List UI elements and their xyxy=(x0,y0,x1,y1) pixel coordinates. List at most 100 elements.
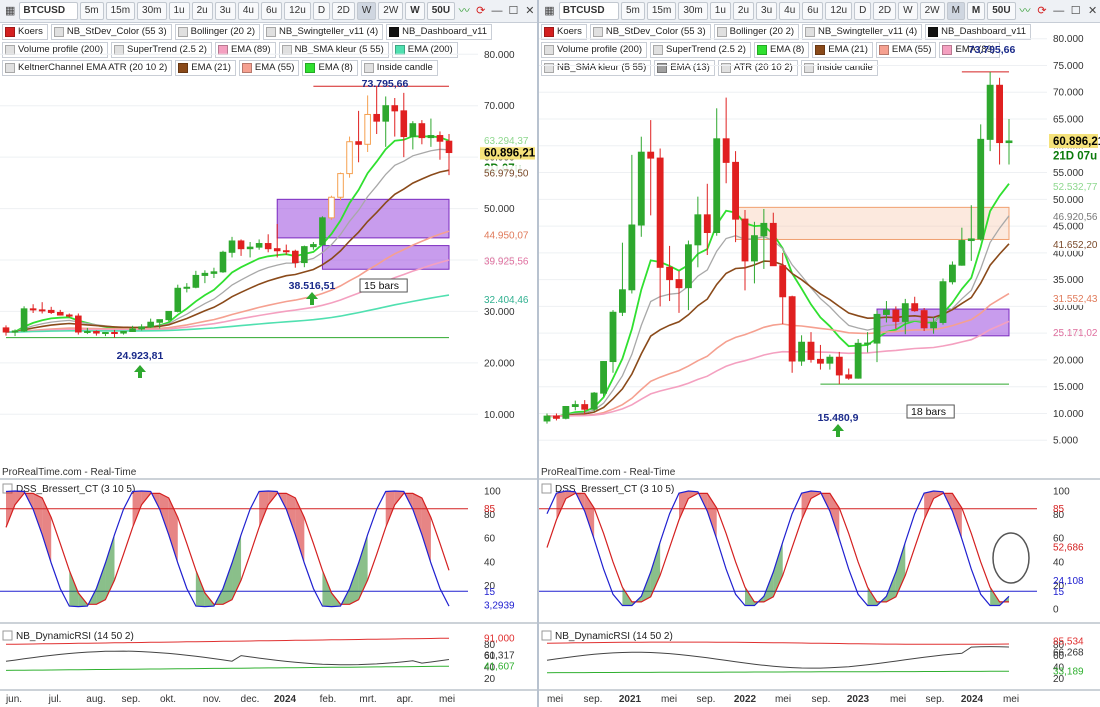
interval-button-6u[interactable]: 6u xyxy=(261,2,283,20)
interval-button-2W[interactable]: 2W xyxy=(378,2,404,20)
interval-button-2W[interactable]: 2W xyxy=(919,2,945,20)
right-timeframe-select[interactable]: M xyxy=(966,2,986,20)
candle-body xyxy=(346,141,353,175)
right-symbol-field[interactable]: BTCUSD xyxy=(558,2,619,20)
interval-button-M[interactable]: M xyxy=(946,2,965,20)
candle-body xyxy=(228,240,236,253)
x-axis-label: 2021 xyxy=(619,694,642,705)
dss-fill-area xyxy=(33,493,43,535)
interval-button-3u[interactable]: 3u xyxy=(756,2,778,20)
candle-body xyxy=(183,286,191,289)
chart-style-icon[interactable]: 〰 xyxy=(458,5,470,17)
indicator-chip[interactable]: Inside candle xyxy=(800,60,878,76)
left-bars-select[interactable]: 50U xyxy=(426,2,456,20)
price-axis-label: 20.000 xyxy=(1053,355,1084,366)
right-chart-plot[interactable]: 80.00075.00070.00065.00060.00055.00050.0… xyxy=(539,0,1100,707)
interval-button-2D[interactable]: 2D xyxy=(873,2,897,20)
dss-fill-area xyxy=(358,534,368,600)
indicator-chip[interactable]: NB_StDev_Color (55 3) xyxy=(589,24,711,40)
interval-button-1u[interactable]: 1u xyxy=(168,2,190,20)
price-annotation: 73.795,66 xyxy=(362,78,409,90)
interval-button-12u[interactable]: 12u xyxy=(825,2,853,20)
rsi-axis-label: 20 xyxy=(1053,674,1065,685)
interval-button-30m[interactable]: 30m xyxy=(678,2,708,20)
rsi-value-tag: 41,607 xyxy=(484,662,515,673)
interval-button-2u[interactable]: 2u xyxy=(732,2,755,20)
interval-button-5m[interactable]: 5m xyxy=(620,2,645,20)
interval-button-W[interactable]: W xyxy=(898,2,918,20)
maximize-icon[interactable]: ☐ xyxy=(1070,5,1081,17)
rsi-lower-band xyxy=(546,670,1009,674)
indicator-chip[interactable]: SuperTrend (2.5 2) xyxy=(650,42,751,58)
interval-button-1u[interactable]: 1u xyxy=(709,2,731,20)
interval-button-2D[interactable]: 2D xyxy=(332,2,355,20)
interval-button-5m[interactable]: 5m xyxy=(79,2,104,20)
indicator-color-swatch xyxy=(805,27,816,37)
window-separator[interactable] xyxy=(537,0,539,707)
indicator-chip[interactable]: EMA (89) xyxy=(939,42,1001,58)
indicator-chip[interactable]: EMA (8) xyxy=(753,42,810,58)
indicator-chip[interactable]: KeltnerChannel EMA ATR (20 10 2) xyxy=(2,60,173,76)
interval-button-3u[interactable]: 3u xyxy=(214,2,236,20)
candle-body xyxy=(409,123,417,138)
refresh-icon[interactable]: ⟳ xyxy=(1037,5,1047,17)
candle-body xyxy=(845,374,853,379)
indicator-chip[interactable]: Koers xyxy=(541,24,587,40)
interval-button-15m[interactable]: 15m xyxy=(105,2,136,20)
minimize-icon[interactable]: — xyxy=(491,5,503,17)
indicator-chip[interactable]: EMA (21) xyxy=(175,60,236,76)
candle-body xyxy=(996,84,1003,144)
left-chart-plot[interactable]: 80.00070.00060.00050.00040.00030.00020.0… xyxy=(0,0,537,707)
interval-button-12u[interactable]: 12u xyxy=(284,2,311,20)
interval-button-W[interactable]: W xyxy=(356,2,377,20)
candle-body xyxy=(192,274,200,288)
interval-button-D[interactable]: D xyxy=(312,2,331,20)
interval-button-6u[interactable]: 6u xyxy=(802,2,824,20)
price-tag-bg xyxy=(480,133,535,148)
dss-fill-area xyxy=(801,491,811,520)
left-timeframe-select[interactable]: W xyxy=(405,2,425,20)
rsi-value-tag: 85,534 xyxy=(1053,637,1084,648)
indicator-chip[interactable]: EMA (55) xyxy=(875,42,937,58)
left-symbol-field[interactable]: BTCUSD xyxy=(19,2,78,20)
indicator-chip[interactable]: NB_SMA kleur (5 55) xyxy=(541,60,652,76)
indicator-chip[interactable]: Bollinger (20 2) xyxy=(174,24,261,40)
interval-button-30m[interactable]: 30m xyxy=(137,2,167,20)
chart-style-icon[interactable]: 〰 xyxy=(1019,5,1031,17)
indicator-chip[interactable]: EMA (21) xyxy=(812,42,873,58)
indicator-chip[interactable]: NB_Dashboard_v11 xyxy=(925,24,1031,40)
symbol-icon[interactable]: ▦ xyxy=(4,5,16,17)
indicator-chip[interactable]: NB_Swingteller_v11 (4) xyxy=(263,24,384,40)
indicator-chip[interactable]: Bollinger (20 2) xyxy=(713,24,800,40)
symbol-icon[interactable]: ▦ xyxy=(544,5,555,17)
interval-button-4u[interactable]: 4u xyxy=(779,2,801,20)
candle-body xyxy=(445,140,453,154)
indicator-chip[interactable]: NB_StDev_Color (55 3) xyxy=(50,24,172,40)
refresh-icon[interactable]: ⟳ xyxy=(476,5,486,17)
candle-body xyxy=(807,341,815,360)
close-icon[interactable]: ✕ xyxy=(1087,5,1098,17)
dss-axis-label: 20 xyxy=(484,581,496,592)
indicator-chip[interactable]: NB_Swingteller_v11 (4) xyxy=(802,24,923,40)
candle-body xyxy=(11,330,19,333)
right-bars-select[interactable]: 50U xyxy=(987,2,1016,20)
indicator-chip[interactable]: EMA (13) xyxy=(654,60,715,76)
indicator-chip[interactable]: EMA (55) xyxy=(238,60,300,76)
candle-body xyxy=(1005,140,1013,144)
minimize-icon[interactable]: — xyxy=(1053,5,1065,17)
interval-button-4u[interactable]: 4u xyxy=(237,2,259,20)
indicator-chip[interactable]: Koers xyxy=(2,24,48,40)
dss-fill-area xyxy=(132,491,142,528)
indicator-chip[interactable]: Volume profile (200) xyxy=(541,42,648,58)
interval-button-2u[interactable]: 2u xyxy=(191,2,213,20)
indicator-chip[interactable]: NB_Dashboard_v11 xyxy=(386,24,492,40)
rsi-axis-label: 40 xyxy=(1053,663,1065,674)
close-icon[interactable]: ✕ xyxy=(525,5,535,17)
indicator-chip[interactable]: EMA (8) xyxy=(302,60,358,76)
interval-button-D[interactable]: D xyxy=(854,2,872,20)
maximize-icon[interactable]: ☐ xyxy=(508,5,519,17)
indicator-chip[interactable]: ATR (20 10 2) xyxy=(717,60,798,76)
interval-button-15m[interactable]: 15m xyxy=(646,2,677,20)
candle-body xyxy=(949,264,956,283)
indicator-chip[interactable]: Inside candle xyxy=(360,60,438,76)
